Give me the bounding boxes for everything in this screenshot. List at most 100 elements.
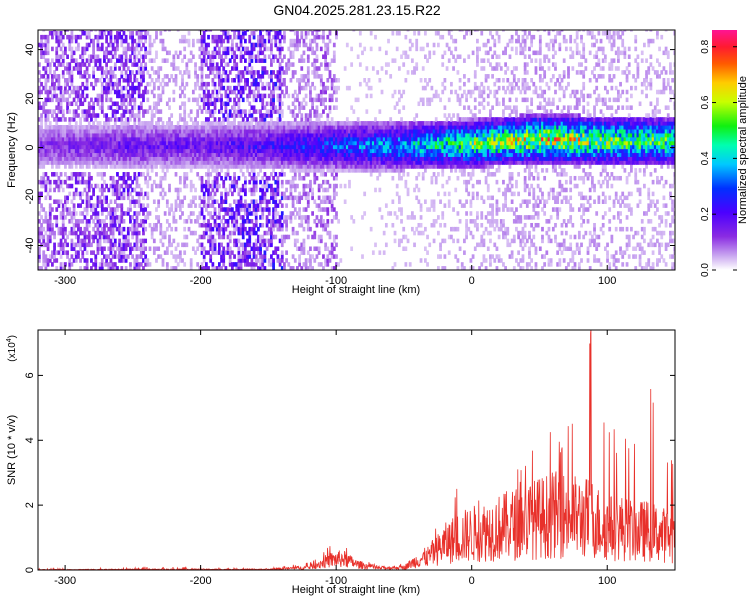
spectrogram-cell bbox=[306, 132, 310, 138]
spectrogram-cell bbox=[81, 230, 85, 236]
spectrogram-cell bbox=[61, 125, 65, 130]
spectrogram-cell bbox=[68, 175, 72, 181]
spectrogram-cell bbox=[252, 42, 256, 48]
spectrogram-cell bbox=[207, 30, 210, 32]
spectrogram-cell bbox=[107, 156, 111, 161]
spectrogram-cell bbox=[302, 50, 306, 56]
spectrogram-cell bbox=[217, 38, 221, 44]
spectrogram-cell bbox=[90, 175, 93, 181]
spectrogram-cell bbox=[257, 203, 260, 208]
spectrogram-cell bbox=[42, 226, 46, 232]
spectrogram-cell bbox=[116, 152, 119, 157]
spectrogram-cell bbox=[217, 89, 221, 95]
spectrogram-cell bbox=[189, 258, 193, 263]
spectrogram-cell bbox=[124, 156, 128, 161]
spectrogram-cell bbox=[79, 140, 82, 146]
spectrogram-cell bbox=[207, 128, 210, 134]
spectrogram-cell bbox=[244, 246, 247, 252]
spectrogram-cell bbox=[239, 152, 243, 157]
spectrogram-cell bbox=[44, 89, 48, 95]
spectrogram-cell bbox=[265, 207, 269, 212]
spectrogram-cell bbox=[261, 97, 265, 103]
spectrogram-cell bbox=[57, 152, 61, 157]
spectrogram-cell bbox=[38, 152, 41, 157]
spectrogram-cell bbox=[313, 30, 317, 32]
spectrogram-cell bbox=[144, 62, 148, 67]
spectrogram-cell bbox=[233, 222, 236, 228]
spectrogram-cell bbox=[302, 136, 306, 142]
spectrogram-cell bbox=[129, 85, 132, 91]
spectrogram-cell bbox=[105, 183, 108, 189]
spectrogram-cell bbox=[38, 93, 41, 99]
spectrogram-cell bbox=[109, 219, 113, 224]
spectrogram-cell bbox=[224, 50, 228, 56]
spectrogram-cell bbox=[189, 211, 193, 216]
spectrogram-cell bbox=[324, 262, 328, 267]
spectrogram-cell bbox=[261, 140, 265, 146]
spectrogram-cell bbox=[53, 128, 56, 134]
spectrogram-cell bbox=[122, 250, 126, 255]
spectrogram-cell bbox=[126, 207, 130, 212]
spectrogram-cell bbox=[196, 215, 200, 220]
spectrogram-cell bbox=[191, 144, 195, 150]
spectrogram-cell bbox=[257, 50, 260, 56]
spectrogram-cell bbox=[170, 203, 174, 208]
spectrogram-cell bbox=[224, 148, 228, 154]
spectrogram-cell bbox=[200, 222, 204, 228]
spectrogram-cell bbox=[224, 78, 228, 83]
spectrogram-cell bbox=[200, 160, 204, 165]
spectrogram-cell bbox=[120, 246, 124, 252]
spectrogram-cell bbox=[215, 136, 219, 142]
spectrogram-cell bbox=[77, 144, 80, 150]
spectrogram-cell bbox=[59, 211, 63, 216]
spectrogram-cell bbox=[204, 121, 208, 126]
spectrogram-cell bbox=[165, 246, 169, 252]
spectrogram-cell bbox=[202, 89, 206, 95]
spectrogram-cell bbox=[68, 34, 72, 40]
spectrogram-cell bbox=[209, 234, 213, 240]
spectrogram-cell bbox=[159, 148, 163, 154]
spectrogram-cell bbox=[270, 195, 273, 201]
spectrogram-cell bbox=[204, 203, 208, 208]
spectrogram-cell bbox=[298, 164, 301, 169]
spectrogram-cell bbox=[196, 152, 200, 157]
spectrogram-cell bbox=[44, 211, 48, 216]
spectrogram-cell bbox=[157, 156, 161, 161]
spectrogram-cell bbox=[270, 117, 273, 122]
spectrogram-cell bbox=[194, 195, 197, 201]
spectrogram-cell bbox=[74, 46, 78, 52]
spectrogram-cell bbox=[215, 38, 219, 44]
spectrogram-cell bbox=[83, 117, 87, 122]
spectrogram-cell bbox=[170, 121, 174, 126]
spectrogram-cell bbox=[306, 152, 310, 157]
spectrogram-cell bbox=[51, 222, 54, 228]
spectrogram-cell bbox=[226, 121, 230, 126]
spectrogram-cell bbox=[276, 187, 280, 193]
spectrogram-cell bbox=[191, 199, 195, 204]
spectrogram-cell bbox=[209, 222, 213, 228]
spectrogram-cell bbox=[319, 152, 323, 157]
spectrogram-cell bbox=[239, 195, 243, 201]
spectrogram-cell bbox=[209, 144, 213, 150]
spectrogram-cell bbox=[57, 78, 61, 83]
spectrogram-cell bbox=[244, 262, 247, 267]
spectrogram-cell bbox=[126, 230, 130, 236]
spectrogram-cell bbox=[235, 207, 239, 212]
spectrogram-cell bbox=[100, 144, 104, 150]
spectrogram-cell bbox=[131, 140, 135, 146]
spectrogram-cell bbox=[274, 125, 278, 130]
spectrogram-cell bbox=[230, 211, 234, 216]
spectrogram-cell bbox=[235, 156, 239, 161]
spectrogram-cell bbox=[244, 175, 247, 181]
spectrogram-cell bbox=[196, 160, 200, 165]
spectrogram-cell bbox=[170, 242, 174, 248]
spectrogram-cell bbox=[72, 34, 76, 40]
spectrogram-cell bbox=[285, 144, 288, 150]
spectrogram-cell bbox=[261, 74, 265, 79]
spectrogram-cell bbox=[241, 121, 245, 126]
spectrogram-cell bbox=[46, 136, 50, 142]
spectrogram-cell bbox=[103, 78, 106, 83]
spectrogram-cell bbox=[55, 222, 59, 228]
spectrogram-cell bbox=[196, 164, 200, 169]
spectrogram-cell bbox=[309, 109, 312, 114]
